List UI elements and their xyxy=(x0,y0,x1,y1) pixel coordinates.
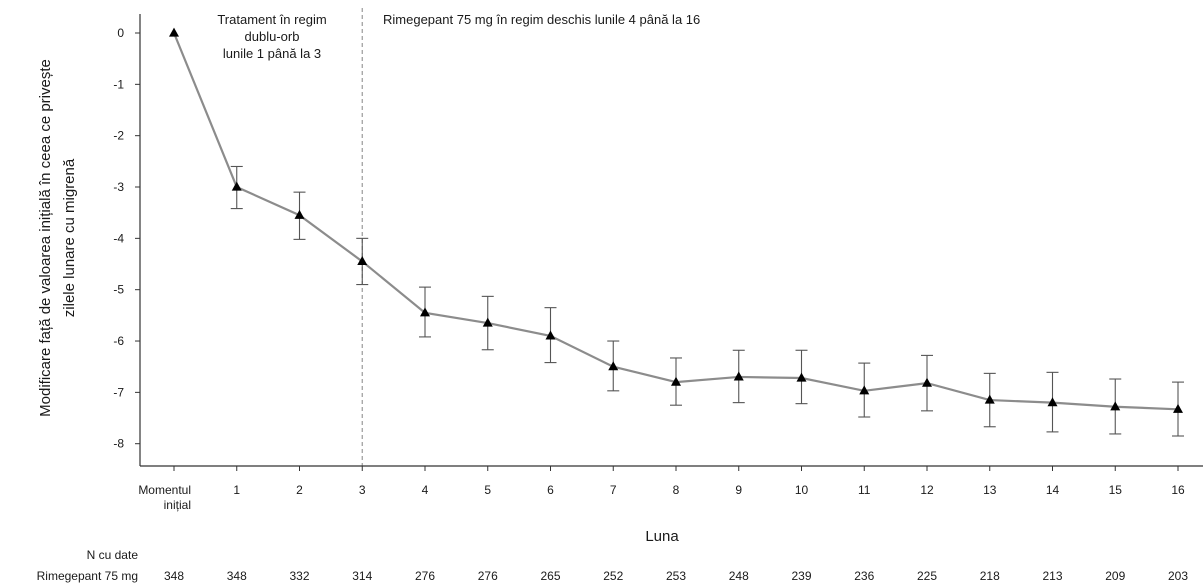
x-tick-label: 7 xyxy=(610,483,617,497)
n-table-value: 236 xyxy=(854,569,874,583)
data-point-marker xyxy=(420,307,430,317)
y-axis-title-line: zilele lunare cu migrenă xyxy=(61,158,78,317)
x-tick-label: inițial xyxy=(164,498,191,512)
data-point-marker xyxy=(545,330,556,340)
y-tick-label: -2 xyxy=(113,129,124,143)
data-point-marker xyxy=(608,361,619,371)
y-axis-title-line: Modificare față de valoarea inițială în … xyxy=(37,59,54,417)
data-point-marker xyxy=(984,394,995,404)
y-tick-label: -3 xyxy=(113,180,124,194)
n-table-value: 348 xyxy=(227,569,247,583)
n-table-value: 252 xyxy=(603,569,623,583)
x-tick-label: 12 xyxy=(920,483,934,497)
x-tick-label: 15 xyxy=(1109,483,1123,497)
data-point-marker xyxy=(482,317,493,327)
data-point-marker xyxy=(294,209,305,219)
x-tick-label: 4 xyxy=(422,483,429,497)
y-tick-label: -8 xyxy=(113,437,124,451)
n-table-value: 253 xyxy=(666,569,686,583)
x-tick-label: 11 xyxy=(858,483,871,497)
x-tick-label: 2 xyxy=(296,483,303,497)
y-tick-label: -5 xyxy=(113,283,124,297)
x-tick-label: 9 xyxy=(735,483,742,497)
data-point-marker xyxy=(1047,397,1058,407)
series-layer xyxy=(169,27,1184,437)
data-point-marker xyxy=(671,376,681,386)
data-point-marker xyxy=(1110,401,1121,411)
n-table-value: 203 xyxy=(1168,569,1188,583)
n-table-value: 218 xyxy=(980,569,1000,583)
data-point-marker xyxy=(231,181,242,191)
n-table-value: 332 xyxy=(289,569,309,583)
phase-annotation-double-blind: lunile 1 până la 3 xyxy=(223,46,321,61)
n-table-value: 248 xyxy=(729,569,749,583)
data-point-marker xyxy=(922,377,932,387)
data-point-marker xyxy=(859,385,870,395)
n-table-value: 213 xyxy=(1042,569,1062,583)
n-table-row-label: Rimegepant 75 mg xyxy=(37,569,138,583)
data-point-marker xyxy=(169,27,179,37)
n-table-value: 225 xyxy=(917,569,937,583)
y-tick-label: -7 xyxy=(113,385,124,399)
x-tick-label: Momentul xyxy=(138,483,191,497)
x-tick-label: 16 xyxy=(1171,483,1185,497)
x-tick-label: 13 xyxy=(983,483,997,497)
phase-annotation-double-blind: Tratament în regim xyxy=(217,12,326,27)
x-tick-label: 3 xyxy=(359,483,366,497)
n-table-value: 314 xyxy=(352,569,372,583)
n-table-header: N cu date xyxy=(87,548,139,562)
x-tick-label: 10 xyxy=(795,483,809,497)
y-tick-label: -4 xyxy=(113,231,124,245)
n-table-value: 276 xyxy=(478,569,498,583)
n-table-value: 348 xyxy=(164,569,184,583)
data-point-marker xyxy=(1173,403,1183,413)
x-tick-label: 1 xyxy=(233,483,240,497)
data-point-marker xyxy=(733,371,744,381)
y-tick-label: 0 xyxy=(117,26,124,40)
phase-annotation-open-label: Rimegepant 75 mg în regim deschis lunile… xyxy=(383,12,700,27)
y-tick-label: -6 xyxy=(113,334,124,348)
x-tick-label: 14 xyxy=(1046,483,1060,497)
phase-annotation-double-blind: dublu-orb xyxy=(245,29,300,44)
data-point-marker xyxy=(357,256,368,266)
n-table-value: 239 xyxy=(791,569,811,583)
data-point-marker xyxy=(796,372,807,382)
x-tick-label: 8 xyxy=(673,483,680,497)
n-table-value: 209 xyxy=(1105,569,1125,583)
n-table-value: 276 xyxy=(415,569,435,583)
n-table-value: 265 xyxy=(540,569,560,583)
x-tick-label: 5 xyxy=(484,483,491,497)
series-line xyxy=(172,32,1179,411)
axes-layer xyxy=(135,14,1203,471)
x-tick-label: 6 xyxy=(547,483,554,497)
y-tick-label: -1 xyxy=(113,77,124,91)
x-axis-title: Luna xyxy=(645,528,679,545)
